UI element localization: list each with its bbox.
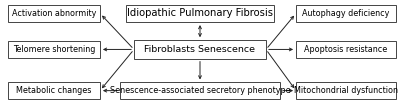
FancyBboxPatch shape xyxy=(8,82,100,99)
Text: Fibroblasts Senescence: Fibroblasts Senescence xyxy=(144,45,256,54)
Text: Senescence-associated secretory phenotype: Senescence-associated secretory phenotyp… xyxy=(110,86,290,95)
FancyBboxPatch shape xyxy=(8,5,100,22)
Text: Idiopathic Pulmonary Fibrosis: Idiopathic Pulmonary Fibrosis xyxy=(127,8,273,18)
Text: Telomere shortening: Telomere shortening xyxy=(13,45,95,54)
FancyBboxPatch shape xyxy=(8,41,100,58)
FancyBboxPatch shape xyxy=(296,5,396,22)
FancyBboxPatch shape xyxy=(126,5,274,22)
Text: Metabolic changes: Metabolic changes xyxy=(16,86,92,95)
FancyBboxPatch shape xyxy=(296,41,396,58)
FancyBboxPatch shape xyxy=(296,82,396,99)
Text: Mitochondrial dysfunction: Mitochondrial dysfunction xyxy=(294,86,398,95)
FancyBboxPatch shape xyxy=(120,82,280,99)
FancyBboxPatch shape xyxy=(134,40,266,59)
Text: Activation abnormity: Activation abnormity xyxy=(12,9,96,18)
Text: Autophagy deficiency: Autophagy deficiency xyxy=(302,9,390,18)
Text: Apoptosis resistance: Apoptosis resistance xyxy=(304,45,388,54)
